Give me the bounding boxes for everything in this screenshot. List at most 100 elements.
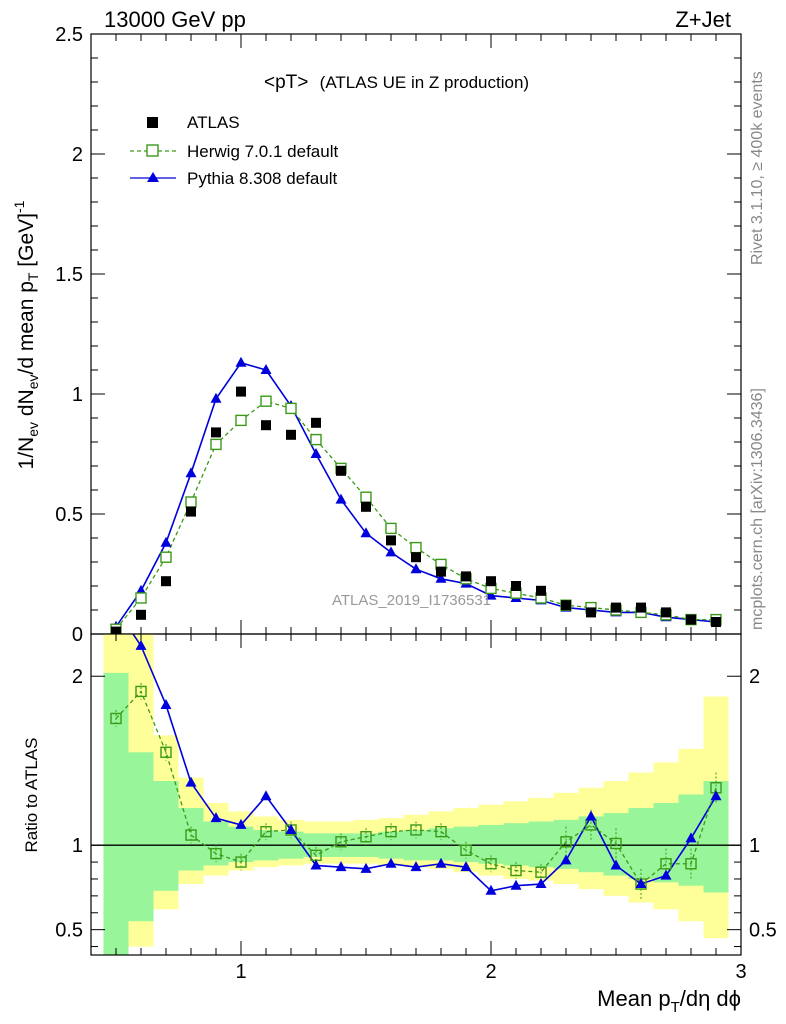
legend-herwig-label: Herwig 7.0.1 default (187, 142, 338, 161)
atlas-point (386, 535, 396, 546)
atlas-point (536, 585, 546, 596)
ratio-pythia-point (710, 790, 722, 801)
pythia-point (185, 467, 197, 478)
pythia-point (135, 584, 147, 595)
ratio-herwig-point (185, 829, 197, 841)
main-title-observable: <pT> (264, 72, 308, 93)
ratio-pythia-point (410, 861, 422, 872)
ratio-band-inner (453, 826, 479, 863)
ratio-pythia-point (360, 862, 372, 873)
ratio-band-inner (578, 816, 604, 873)
herwig-point (185, 496, 197, 508)
atlas-point (511, 581, 521, 591)
herwig-point (410, 541, 422, 554)
herwig-point (135, 592, 147, 604)
ratio-pythia-point (685, 832, 697, 843)
ratio-herwig-point (135, 685, 147, 698)
ratio-pythia-point (510, 879, 522, 890)
main-y-tick-label: 1 (72, 384, 83, 406)
ratio-y-tick-label-right: 1 (749, 835, 760, 857)
atlas-point (211, 427, 221, 438)
ratio-band-inner (428, 828, 454, 861)
legend-herwig-marker (146, 144, 159, 157)
ratio-band-inner (478, 824, 504, 864)
ratio-plot-area: 1 2 30.5 0.51 12 2 (55, 603, 777, 983)
pythia-point (485, 589, 497, 600)
rivet-version-note: Rivet 3.1.10, ≥ 400k events (749, 71, 766, 265)
atlas-point (411, 552, 421, 563)
legend: ATLAS Herwig 7.0.1 default Pythia 8.308 … (130, 113, 338, 188)
pythia-point (335, 493, 347, 504)
ratio-y-tick-label-right: 0.5 (749, 920, 777, 942)
ratio-pythia-point (460, 861, 472, 872)
ratio-y-tick-label-right: 2 (749, 666, 760, 688)
ratio-band-inner (128, 752, 154, 922)
atlas-point (561, 600, 571, 611)
herwig-point (160, 551, 172, 563)
x-tick-label: 1 (235, 961, 246, 983)
ratio-pythia-point (485, 884, 497, 895)
ratio-herwig-point (235, 856, 247, 868)
header-energy-label: 13000 GeV pp (104, 7, 246, 32)
ratio-herwig-point (260, 825, 272, 838)
atlas-point (586, 607, 596, 618)
atlas-point (636, 602, 646, 613)
ratio-pythia-point (185, 776, 197, 787)
analysis-id-label: ATLAS_2019_I1736531 (332, 592, 491, 609)
ratio-herwig-point (560, 836, 572, 848)
ratio-herwig-point (610, 837, 622, 850)
pythia-point (385, 546, 397, 557)
ratio-pythia-point (560, 854, 572, 865)
main-title: <pT> (ATLAS UE in Z production) (264, 72, 529, 93)
main-y-tick-label: 0.5 (55, 504, 83, 526)
ratio-herwig-point (335, 836, 347, 848)
atlas-point (711, 617, 721, 627)
ratio-band-inner (628, 808, 654, 879)
herwig-point (210, 438, 222, 451)
x-axis-label: Mean pT/dη dϕ (597, 986, 741, 1016)
header-process-label: Z+Jet (675, 7, 731, 32)
ratio-pythia-point (335, 861, 347, 872)
ratio-herwig-point (410, 824, 422, 836)
ratio-pythia-point (210, 812, 222, 823)
ratio-pythia-point (310, 859, 322, 870)
main-y-tick-label: 2.5 (55, 24, 83, 46)
herwig-point (235, 414, 247, 427)
atlas-point (486, 576, 496, 587)
ratio-pythia-point (135, 639, 147, 650)
ratio-herwig-point (510, 864, 522, 877)
atlas-point (686, 614, 696, 625)
atlas-point (136, 609, 146, 620)
atlas-point (611, 602, 621, 613)
pythia-point (160, 536, 172, 547)
pythia-point (210, 392, 222, 403)
ratio-herwig-point (685, 858, 697, 870)
ratio-pythia-point (585, 810, 597, 821)
atlas-point (336, 465, 346, 476)
herwig-point (285, 402, 297, 415)
ratio-y-tick-label: 1 (72, 835, 83, 857)
pythia-line (115, 361, 717, 628)
atlas-point (186, 506, 196, 517)
ratio-herwig-point (360, 831, 372, 843)
x-tick-label: 2 (485, 961, 496, 983)
herwig-point (360, 491, 372, 503)
ratio-band-inner (503, 823, 529, 866)
atlas-point (161, 576, 171, 587)
main-y-tick-label: 1.5 (55, 264, 83, 286)
main-y-axis-label: 1/Nev dNev/d mean pT [GeV]-1 (11, 200, 41, 469)
ratio-y-tick-label: 0.5 (55, 920, 83, 942)
ratio-herwig-point (660, 858, 672, 870)
ratio-pythia-point (111, 603, 122, 613)
pythia-point (260, 364, 272, 374)
ratio-pythia-point (160, 698, 172, 709)
pythia-point (360, 527, 372, 538)
herwig-point (385, 522, 397, 535)
ratio-pythia-point (285, 823, 297, 834)
atlas-point (236, 386, 246, 397)
ratio-bands (103, 634, 729, 955)
ratio-pythia-point (635, 878, 647, 889)
atlas-point (311, 417, 321, 428)
ratio-herwig-point (385, 825, 397, 838)
